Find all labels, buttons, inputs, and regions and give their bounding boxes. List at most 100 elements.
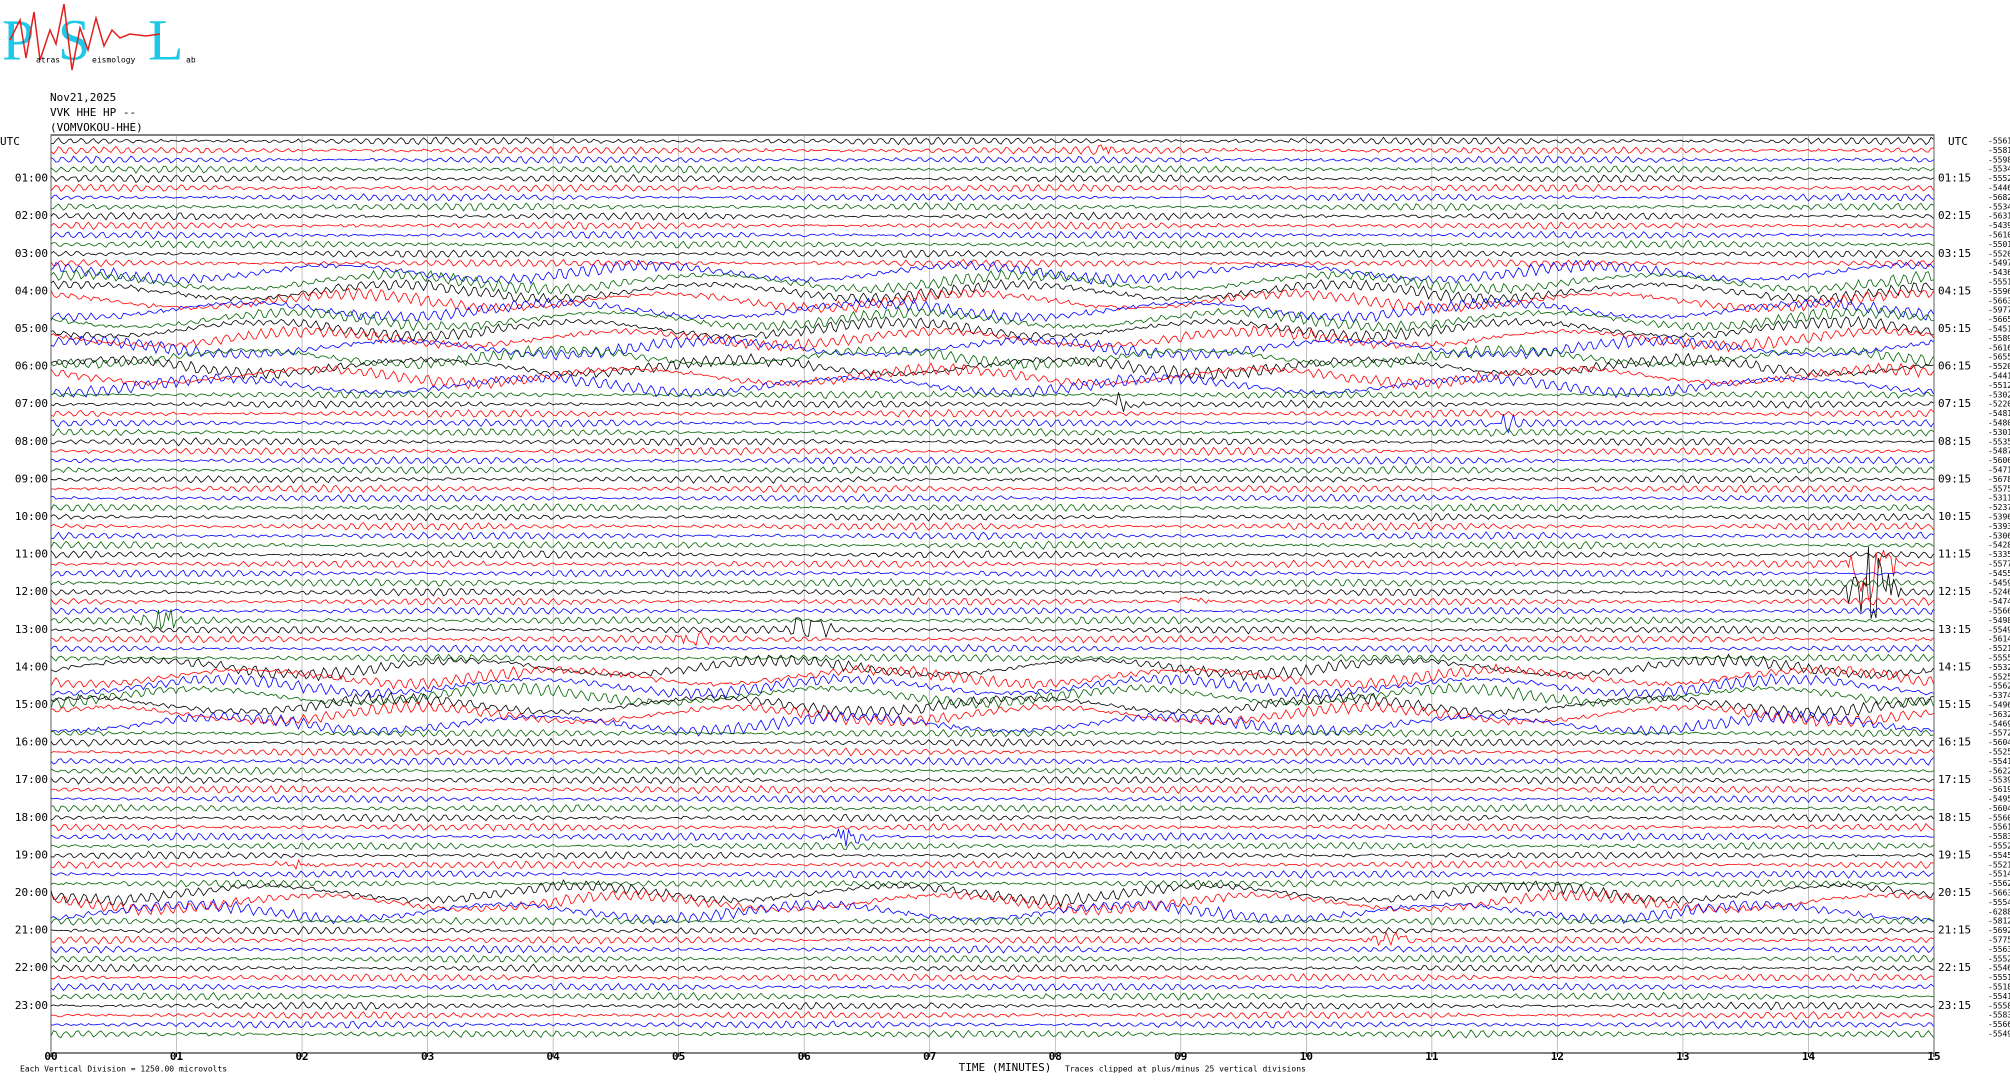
hour-label-left: 17:00 <box>15 773 48 786</box>
offset-label: -5614 <box>1988 635 2010 644</box>
offset-label: -5525 <box>1988 672 2010 681</box>
trace <box>50 888 1934 917</box>
trace <box>50 427 1934 437</box>
offset-label: -5539 <box>1988 776 2010 785</box>
trace <box>50 794 1934 804</box>
hour-label-right: 20:15 <box>1938 886 1971 899</box>
trace <box>50 691 1934 719</box>
offset-label: -5481 <box>1988 409 2010 418</box>
x-tick-label: 01 <box>170 1050 184 1063</box>
hour-label-left: 21:00 <box>15 924 48 937</box>
hour-label-right: 21:15 <box>1938 924 1971 937</box>
x-tick-label: 15 <box>1927 1050 1940 1063</box>
offset-label: -5572 <box>1988 729 2010 738</box>
logo-word: atras <box>36 56 60 65</box>
offset-label: -5598 <box>1988 155 2010 164</box>
offset-label: -5436 <box>1988 268 2010 277</box>
trace <box>50 700 1934 728</box>
hour-label-left: 13:00 <box>15 623 48 636</box>
hour-label-left: 14:00 <box>15 660 48 673</box>
trace <box>50 465 1934 475</box>
hour-label-left: 03:00 <box>15 247 48 260</box>
offset-label: -5455 <box>1988 569 2010 578</box>
offset-label: -5311 <box>1988 494 2010 503</box>
trace <box>51 493 1934 504</box>
hour-label-right: 08:15 <box>1938 435 1971 448</box>
offset-label: -5237 <box>1988 503 2010 512</box>
trace <box>50 183 1934 193</box>
trace <box>50 747 1934 757</box>
offset-label: -5496 <box>1988 701 2010 710</box>
trace <box>50 643 1934 654</box>
offset-label: -5532 <box>1988 663 2010 672</box>
offset-label: -5663 <box>1988 889 2010 898</box>
offset-label: -5428 <box>1988 541 2010 550</box>
offset-label: -5514 <box>1988 870 2010 879</box>
offset-label: -5459 <box>1988 578 2010 587</box>
trace <box>50 672 1934 700</box>
trace <box>50 1010 1934 1020</box>
offset-label: -5306 <box>1988 531 2010 540</box>
trace <box>50 982 1934 992</box>
hour-label-left: 22:00 <box>15 961 48 974</box>
offset-label: -5487 <box>1988 447 2010 456</box>
offset-label: -5441 <box>1988 372 2010 381</box>
offset-label: -5335 <box>1988 550 2010 559</box>
offset-label: -5566 <box>1988 1020 2010 1029</box>
trace <box>50 512 1934 522</box>
trace <box>50 230 1934 240</box>
logo-word: eismology <box>92 56 136 65</box>
offset-label: -5546 <box>1988 964 2010 973</box>
offset-label: -5678 <box>1988 475 2010 484</box>
trace <box>50 144 1934 156</box>
hour-label-right: 06:15 <box>1938 360 1971 373</box>
trace <box>50 502 1934 513</box>
trace <box>50 916 1934 926</box>
trace <box>50 352 1934 381</box>
trace <box>50 362 1934 391</box>
offset-label: -5374 <box>1988 691 2010 700</box>
offset-label: -5552 <box>1988 842 2010 851</box>
hour-label-right: 09:15 <box>1938 472 1971 485</box>
offset-label: -5545 <box>1988 851 2010 860</box>
trace <box>50 681 1934 710</box>
hour-label-left: 11:00 <box>15 548 48 561</box>
hour-label-right: 19:15 <box>1938 848 1971 861</box>
offset-label: -5596 <box>1988 287 2010 296</box>
trace <box>50 630 1934 647</box>
hour-label-left: 18:00 <box>15 811 48 824</box>
offset-label: -5520 <box>1988 362 2010 371</box>
hour-label-right: 16:15 <box>1938 736 1971 749</box>
trace <box>50 822 1934 832</box>
trace <box>50 596 1934 607</box>
hour-label-right: 01:15 <box>1938 172 1971 185</box>
offset-label: -5551 <box>1988 278 2010 287</box>
trace <box>50 546 1934 619</box>
offset-label: -5682 <box>1988 193 2010 202</box>
offset-label: -5535 <box>1988 437 2010 446</box>
offset-label: -5301 <box>1988 428 2010 437</box>
x-tick-label: 05 <box>672 1050 685 1063</box>
trace <box>50 297 1934 324</box>
trace <box>50 249 1934 259</box>
offset-label: -5480 <box>1988 419 2010 428</box>
offset-label: -5495 <box>1988 795 2010 804</box>
logo: P S L atras eismology ab <box>2 3 196 72</box>
trace <box>50 372 1934 399</box>
trace <box>50 287 1934 314</box>
date: Nov21,2025 <box>50 91 116 104</box>
hour-label-right: 18:15 <box>1938 811 1971 824</box>
trace <box>50 653 1934 682</box>
trace <box>50 1001 1934 1011</box>
trace <box>50 211 1934 221</box>
hour-label-left: 16:00 <box>15 736 48 749</box>
offset-label: -5497 <box>1988 259 2010 268</box>
trace <box>51 315 1934 343</box>
trace <box>50 756 1934 767</box>
offset-label: -5541 <box>1988 992 2010 1001</box>
offset-label: -5525 <box>1988 748 2010 757</box>
offset-label: -5520 <box>1988 249 2010 258</box>
trace <box>50 335 1934 361</box>
trace <box>50 408 1934 419</box>
offset-label: -5512 <box>1988 381 2010 390</box>
